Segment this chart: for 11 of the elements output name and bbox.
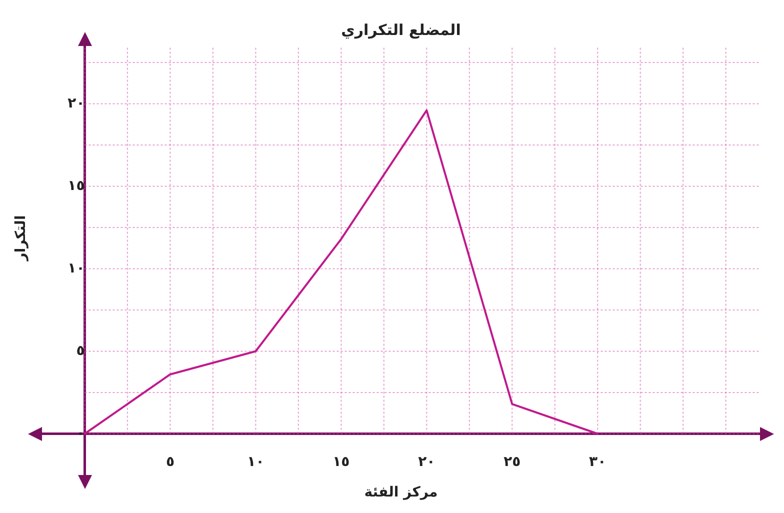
x-tick-label: ٣٠ <box>589 454 606 470</box>
x-axis-title: مركز الفئة <box>364 484 438 501</box>
chart-title: المضلع التكراري <box>341 20 461 39</box>
y-tick-label: ٢٠ <box>68 95 85 112</box>
x-tick-label: ٢٠ <box>418 454 436 470</box>
x-tick-label: ٥ <box>166 454 174 470</box>
x-tick-label: ١٥ <box>332 454 350 470</box>
x-tick-label: ٢٥ <box>504 454 521 470</box>
x-tick-label: ١٠ <box>247 454 264 470</box>
y-tick-label: ١٠ <box>68 260 85 276</box>
y-axis-title: التكرار <box>13 215 29 261</box>
